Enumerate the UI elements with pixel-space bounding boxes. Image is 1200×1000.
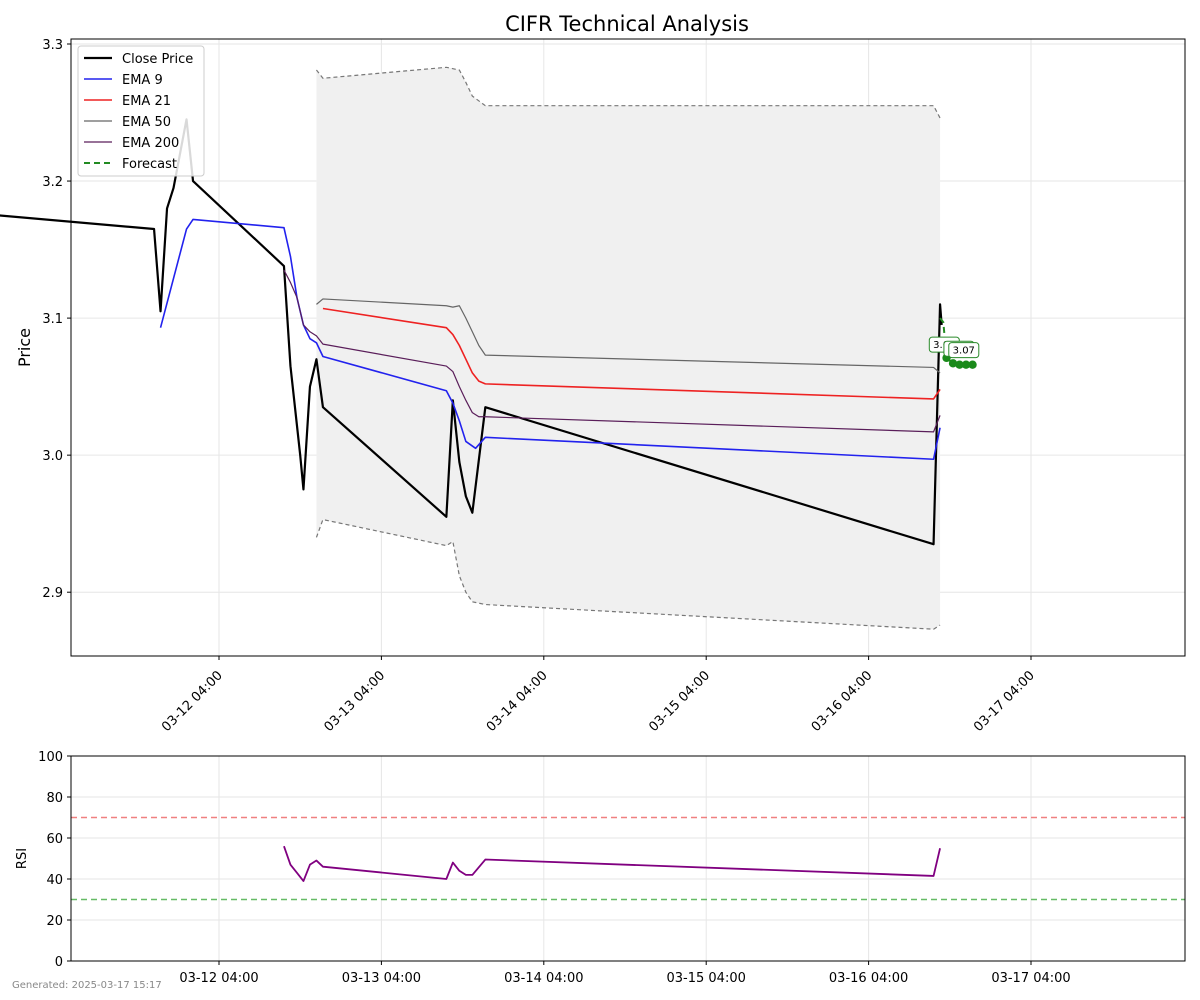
price-y-axis-label: Price [15,328,34,367]
price-x-tick-label: 03-17 04:00 [971,668,1038,735]
price-y-tick-label: 3.1 [42,312,63,327]
forecast-label-box [948,342,980,359]
rsi-axes: 0 20 40 60 80 100 03-12 04:00 03-13 04:00 03-14 … [15,750,1071,986]
price-y-tick-label: 3.3 [42,38,63,53]
price-plot-frame [70,38,1186,657]
confidence-band [315,66,941,630]
lower-band-line [315,518,941,630]
rsi-plot-frame [70,755,1186,962]
legend-label-ema-9: EMA 9 [122,73,163,88]
rsi-series-group [283,845,941,882]
price-x-tick-label: 03-15 04:00 [646,668,713,735]
price-x-tick-label: 03-16 04:00 [809,668,876,735]
forecast-point [968,360,977,369]
price-series-group [0,118,977,546]
series-rsi-line [283,845,941,882]
chart-title: CIFR Technical Analysis [505,12,749,36]
forecast-label: 3.07 [953,346,975,357]
legend-label-ema-200: EMA 200 [122,136,179,151]
series-ema-50-line [316,298,941,374]
forecast-point [961,360,971,369]
confidence-band-area [316,67,941,630]
series-ema-9-line [159,218,941,461]
rsi-y-axis-label: RSI [15,848,30,869]
legend: Close Price EMA 9 EMA 21 EMA 50 EMA 200 Forec… [77,45,205,177]
price-x-tick-label: 03-14 04:00 [484,668,551,735]
forecast-point [948,359,958,368]
rsi-y-tick-label: 40 [46,873,63,888]
price-x-tick-label: 03-13 04:00 [321,668,388,735]
rsi-x-tick-label: 03-12 04:00 [179,971,258,986]
rsi-y-tick-label: 20 [46,914,63,929]
legend-label-ema-50: EMA 50 [122,115,171,130]
price-y-tick-label: 2.9 [42,586,63,601]
rsi-grid [71,755,1185,962]
series-close-price-line [0,118,943,546]
upper-band-line [315,66,941,119]
rsi-x-tick-label: 03-13 04:00 [342,971,421,986]
series-ema-200-line [283,269,941,433]
rsi-y-tick-label: 100 [38,750,63,765]
price-x-tick-label: 03-12 04:00 [159,668,226,735]
rsi-y-tick-label: 0 [55,955,63,970]
forecast-point [955,360,964,369]
rsi-y-tick-label: 60 [46,832,63,847]
price-y-tick-label: 3.2 [42,175,63,190]
generated-timestamp: Generated: 2025-03-17 15:17 [12,980,162,991]
legend-label-forecast: Forecast [122,157,177,172]
legend-label-close-price: Close Price [122,52,193,67]
rsi-y-tick-label: 80 [46,791,63,806]
rsi-x-tick-label: 03-15 04:00 [667,971,746,986]
rsi-x-tick-label: 03-14 04:00 [504,971,583,986]
rsi-x-tick-label: 03-17 04:00 [991,971,1070,986]
price-y-tick-label: 3.0 [42,449,63,464]
forecast-labels: 3.083.073.07 [928,336,980,359]
legend-label-ema-21: EMA 21 [122,94,171,109]
rsi-x-tick-label: 03-16 04:00 [829,971,908,986]
series-ema-21-line [322,307,941,400]
